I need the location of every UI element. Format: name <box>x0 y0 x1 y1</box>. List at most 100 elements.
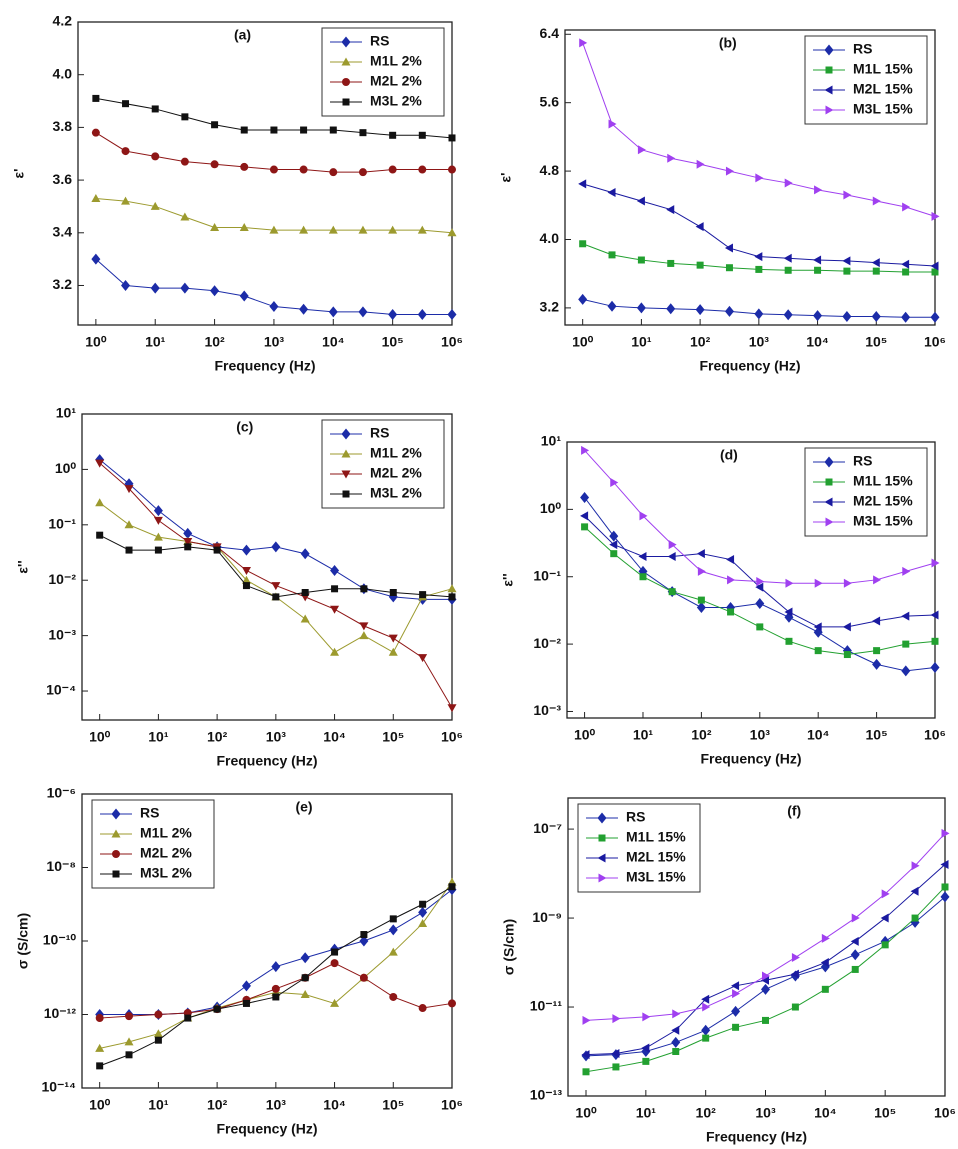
y-tick-label: 4.8 <box>540 162 560 178</box>
marker <box>701 994 710 1004</box>
marker <box>731 1005 741 1017</box>
data-layer <box>91 94 457 320</box>
x-tick-label: 10² <box>691 727 712 743</box>
panel: 10⁰ 10¹ 10² 10³ 10⁴ 10⁵ 10⁶ 3.2 3.4 3.6 3.8 4.0 4.2 F… <box>11 13 463 374</box>
legend-label: M2L 2% <box>140 845 192 861</box>
x-axis-label: Frequency (Hz) <box>216 753 317 769</box>
marker <box>581 445 590 455</box>
marker <box>389 589 397 597</box>
marker <box>639 511 648 521</box>
marker <box>667 153 676 163</box>
marker <box>388 308 398 320</box>
marker <box>825 517 834 527</box>
x-tick-label: 10⁵ <box>382 334 404 350</box>
marker <box>597 812 607 824</box>
marker <box>597 853 606 863</box>
marker <box>941 828 950 838</box>
marker <box>121 147 130 156</box>
marker <box>901 311 911 323</box>
legend-label: RS <box>140 805 159 821</box>
marker <box>727 575 736 585</box>
marker <box>872 658 882 670</box>
marker <box>112 870 120 878</box>
x-tick-label: 10⁰ <box>572 334 594 350</box>
x-tick-label: 10⁵ <box>865 334 887 350</box>
y-tick-label: 10⁻⁸ <box>46 858 76 874</box>
marker <box>880 913 889 923</box>
marker <box>125 1051 133 1059</box>
panel-title: (c) <box>236 419 253 435</box>
marker <box>331 948 339 956</box>
marker <box>328 306 338 318</box>
marker <box>940 859 949 869</box>
legend-label: M2L 15% <box>853 493 913 509</box>
y-tick-label: 10⁻⁷ <box>533 820 562 836</box>
marker <box>902 268 910 276</box>
marker <box>242 582 250 590</box>
panel-title: (b) <box>719 35 737 51</box>
x-tick-label: 10⁴ <box>814 1105 837 1121</box>
x-axis-label: Frequency (Hz) <box>216 1121 317 1137</box>
marker <box>581 523 589 531</box>
marker <box>667 259 675 267</box>
marker <box>271 961 281 973</box>
marker <box>881 889 890 899</box>
marker <box>447 308 457 320</box>
marker <box>610 550 618 558</box>
marker <box>330 959 339 968</box>
marker <box>417 225 427 234</box>
marker <box>901 665 911 677</box>
marker <box>825 105 834 115</box>
marker <box>359 631 369 640</box>
marker <box>95 459 105 468</box>
panel-title: (a) <box>234 27 251 43</box>
y-tick-label: 4.0 <box>540 230 560 246</box>
marker <box>695 304 705 316</box>
marker <box>448 999 456 1008</box>
legend-label: M2L 15% <box>626 849 686 865</box>
marker <box>612 1014 621 1024</box>
y-tick-label: 10⁻¹² <box>44 1005 77 1021</box>
marker <box>241 980 251 992</box>
marker <box>341 428 351 440</box>
marker <box>931 637 939 645</box>
legend-label: RS <box>853 41 872 57</box>
series-line <box>99 886 453 1067</box>
legend-label: M1L 15% <box>853 473 913 489</box>
marker <box>240 162 249 171</box>
y-tick-label: 10⁻² <box>48 571 76 587</box>
x-tick-label: 10⁵ <box>874 1105 896 1121</box>
marker <box>902 640 910 648</box>
marker <box>784 178 793 188</box>
marker <box>731 981 740 991</box>
legend: RS M1L 15% M2L 15% M3L 15% <box>577 803 701 893</box>
marker <box>843 190 852 200</box>
marker <box>269 225 279 234</box>
marker <box>239 290 249 302</box>
y-tick-label: 4.0 <box>53 65 73 81</box>
marker <box>843 267 851 275</box>
marker <box>638 551 647 561</box>
x-tick-label: 10⁵ <box>382 729 404 745</box>
y-tick-label: 10¹ <box>56 405 77 421</box>
x-tick-label: 10⁰ <box>89 729 111 745</box>
marker <box>696 261 704 269</box>
legend-label: M3L 2% <box>370 93 422 109</box>
marker <box>358 306 368 318</box>
marker <box>330 605 340 614</box>
marker <box>611 1049 620 1059</box>
marker <box>668 540 677 550</box>
marker <box>360 585 368 593</box>
x-tick-label: 10² <box>204 334 225 350</box>
marker <box>843 651 851 659</box>
marker <box>95 498 105 507</box>
x-tick-label: 10⁶ <box>924 334 946 350</box>
marker <box>96 531 104 539</box>
marker <box>608 119 617 129</box>
x-tick-label: 10² <box>690 334 711 350</box>
x-tick-label: 10² <box>207 1097 228 1113</box>
marker <box>872 267 880 275</box>
x-tick-label: 10⁵ <box>382 1097 404 1113</box>
marker <box>241 575 251 584</box>
